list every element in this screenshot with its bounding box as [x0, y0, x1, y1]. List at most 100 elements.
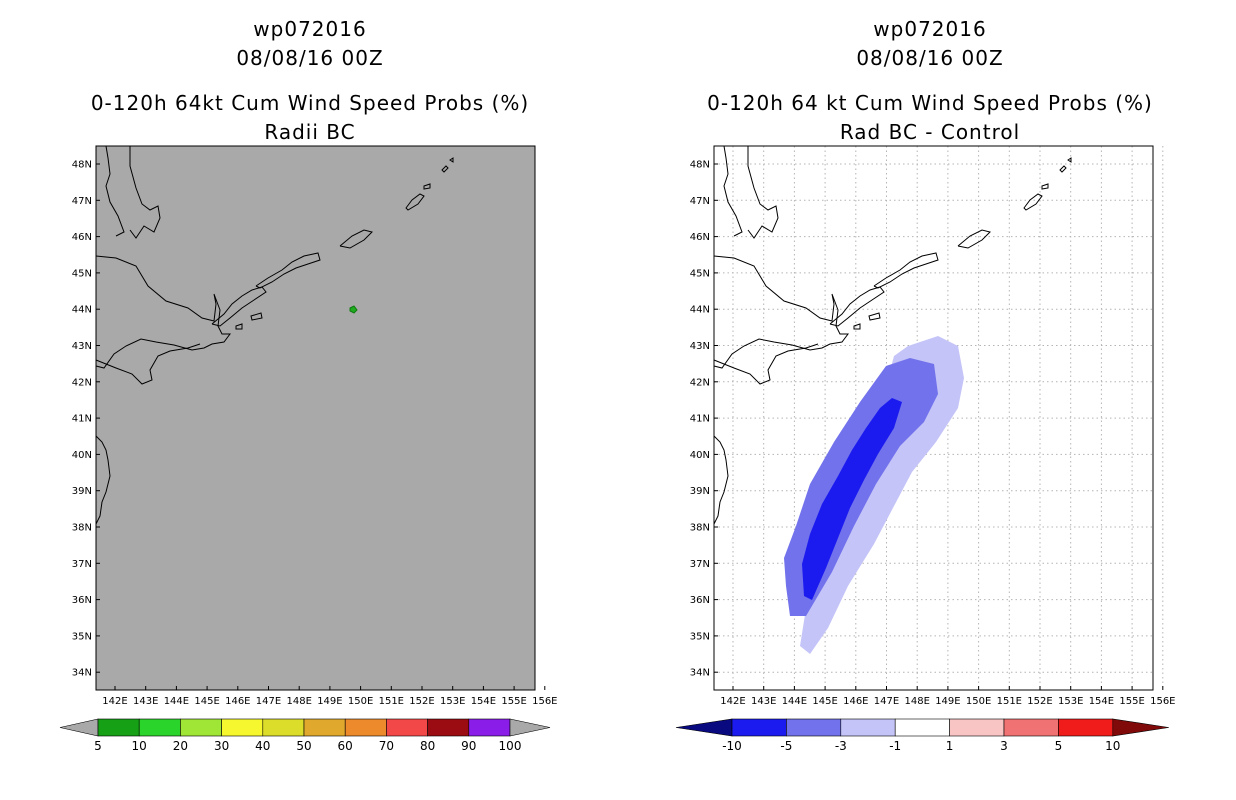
lon-label: 151E — [379, 696, 404, 707]
lon-label: 150E — [348, 696, 373, 707]
colorbar-label: 30 — [214, 739, 229, 753]
colorbar-swatch — [180, 718, 222, 737]
colorbar-label: 1 — [946, 739, 954, 753]
lat-label: 44N — [690, 305, 710, 316]
lon-label: 143E — [751, 696, 776, 707]
right-colorbar: -10 -5 -3 -1 1 3 5 10 — [675, 718, 1169, 753]
left-map: 48N 47N 46N 45N 44N 43N 42N 41N 40N 39N 38N 37N 36N 3… — [72, 145, 558, 707]
left-map-frame — [95, 145, 536, 691]
lon-label: 154E — [471, 696, 496, 707]
colorbar-swatch — [344, 718, 387, 737]
colorbar-swatch — [1058, 718, 1114, 737]
colorbar-swatch — [221, 718, 264, 737]
lon-label: 151E — [997, 696, 1022, 707]
colorbar-label: -5 — [780, 739, 792, 753]
colorbar-label: 80 — [420, 739, 435, 753]
lon-label: 155E — [1119, 696, 1144, 707]
lat-label: 36N — [690, 595, 710, 606]
lon-label: 146E — [843, 696, 868, 707]
lat-label: 37N — [72, 559, 92, 570]
left-probability-spot — [349, 305, 358, 314]
colorbar-swatch — [262, 718, 305, 737]
left-lon-axis: 142E 143E 144E 145E 146E 147E 148E 149E 150E 151E… — [102, 686, 558, 707]
colorbar-label: 40 — [255, 739, 270, 753]
left-map-title: wp072016 08/08/16 00Z 0-120h 64kt Cum Wi… — [40, 15, 580, 147]
lat-label: 41N — [690, 414, 710, 425]
right-title-subtitle: Rad BC - Control — [839, 120, 1021, 144]
lat-label: 39N — [72, 486, 92, 497]
lon-label: 149E — [317, 696, 342, 707]
colorbar-swatch — [427, 718, 470, 737]
colorbar-label: 20 — [173, 739, 188, 753]
right-lon-axis: 142E 143E 144E 145E 146E 147E 148E 149E 150E 151E… — [720, 686, 1176, 707]
left-colorbar: 5 10 20 30 40 50 60 70 80 90 100 — [59, 718, 551, 753]
lat-label: 46N — [72, 232, 92, 243]
colorbar-right-arrow — [509, 718, 551, 737]
lon-label: 142E — [720, 696, 745, 707]
lat-label: 42N — [72, 377, 92, 388]
colorbar-swatch — [840, 718, 896, 737]
lat-label: 37N — [690, 559, 710, 570]
right-title-storm-id: wp072016 — [873, 17, 987, 41]
colorbar-swatch — [386, 718, 428, 737]
lat-label: 34N — [690, 668, 710, 679]
lon-label: 152E — [409, 696, 434, 707]
lat-label: 34N — [72, 668, 92, 679]
lon-label: 148E — [904, 696, 929, 707]
left-title-product: 0-120h 64kt Cum Wind Speed Probs (%) — [90, 91, 530, 115]
lat-label: 47N — [690, 196, 710, 207]
lat-label: 48N — [690, 160, 710, 171]
lon-label: 152E — [1027, 696, 1052, 707]
lon-label: 150E — [966, 696, 991, 707]
lon-label: 153E — [1058, 696, 1083, 707]
lat-label: 43N — [690, 341, 710, 352]
lat-label: 38N — [72, 523, 92, 534]
left-title-date: 08/08/16 00Z — [236, 46, 384, 70]
lon-label: 142E — [102, 696, 127, 707]
colorbar-label: 10 — [1105, 739, 1120, 753]
colorbar-swatch — [468, 718, 511, 737]
lat-label: 36N — [72, 595, 92, 606]
lat-label: 40N — [72, 450, 92, 461]
lat-label: 42N — [690, 377, 710, 388]
colorbar-label: 3 — [1000, 739, 1008, 753]
colorbar-swatch — [786, 718, 842, 737]
colorbar-swatch — [138, 718, 181, 737]
colorbar-label: 5 — [94, 739, 102, 753]
lat-label: 43N — [72, 341, 92, 352]
colorbar-label: -3 — [835, 739, 847, 753]
colorbar-left-arrow — [59, 718, 99, 737]
lon-label: 145E — [194, 696, 219, 707]
lat-label: 48N — [72, 160, 92, 171]
colorbar-label: 60 — [338, 739, 353, 753]
colorbar-swatch — [731, 718, 787, 737]
lon-label: 153E — [440, 696, 465, 707]
lon-label: 155E — [501, 696, 526, 707]
lat-label: 45N — [690, 268, 710, 279]
lon-label: 144E — [164, 696, 189, 707]
colorbar-swatch — [303, 718, 346, 737]
lat-label: 41N — [72, 414, 92, 425]
colorbar-label: 50 — [296, 739, 311, 753]
colorbar-right-arrow — [1112, 718, 1169, 737]
colorbar-swatch — [894, 718, 950, 737]
colorbar-label: -1 — [889, 739, 901, 753]
colorbar-label: -10 — [722, 739, 742, 753]
colorbar-label: 10 — [132, 739, 147, 753]
colorbar-label: 5 — [1055, 739, 1063, 753]
right-title-date: 08/08/16 00Z — [856, 46, 1004, 70]
colorbar-label: 90 — [461, 739, 476, 753]
right-map-title: wp072016 08/08/16 00Z 0-120h 64 kt Cum W… — [660, 15, 1200, 147]
lon-label: 147E — [256, 696, 281, 707]
lon-label: 147E — [874, 696, 899, 707]
right-map: 48N 47N 46N 45N 44N 43N 42N 41N 40N 39N 38N 37N 36N 3… — [690, 145, 1176, 707]
lon-label: 143E — [133, 696, 158, 707]
lon-label: 154E — [1089, 696, 1114, 707]
lat-label: 46N — [690, 232, 710, 243]
right-lat-axis: 48N 47N 46N 45N 44N 43N 42N 41N 40N 39N 38N 37N 36N 3… — [690, 160, 718, 679]
lon-label: 156E — [532, 696, 557, 707]
colorbar-left-arrow — [675, 718, 733, 737]
lon-label: 146E — [225, 696, 250, 707]
lat-label: 35N — [72, 631, 92, 642]
